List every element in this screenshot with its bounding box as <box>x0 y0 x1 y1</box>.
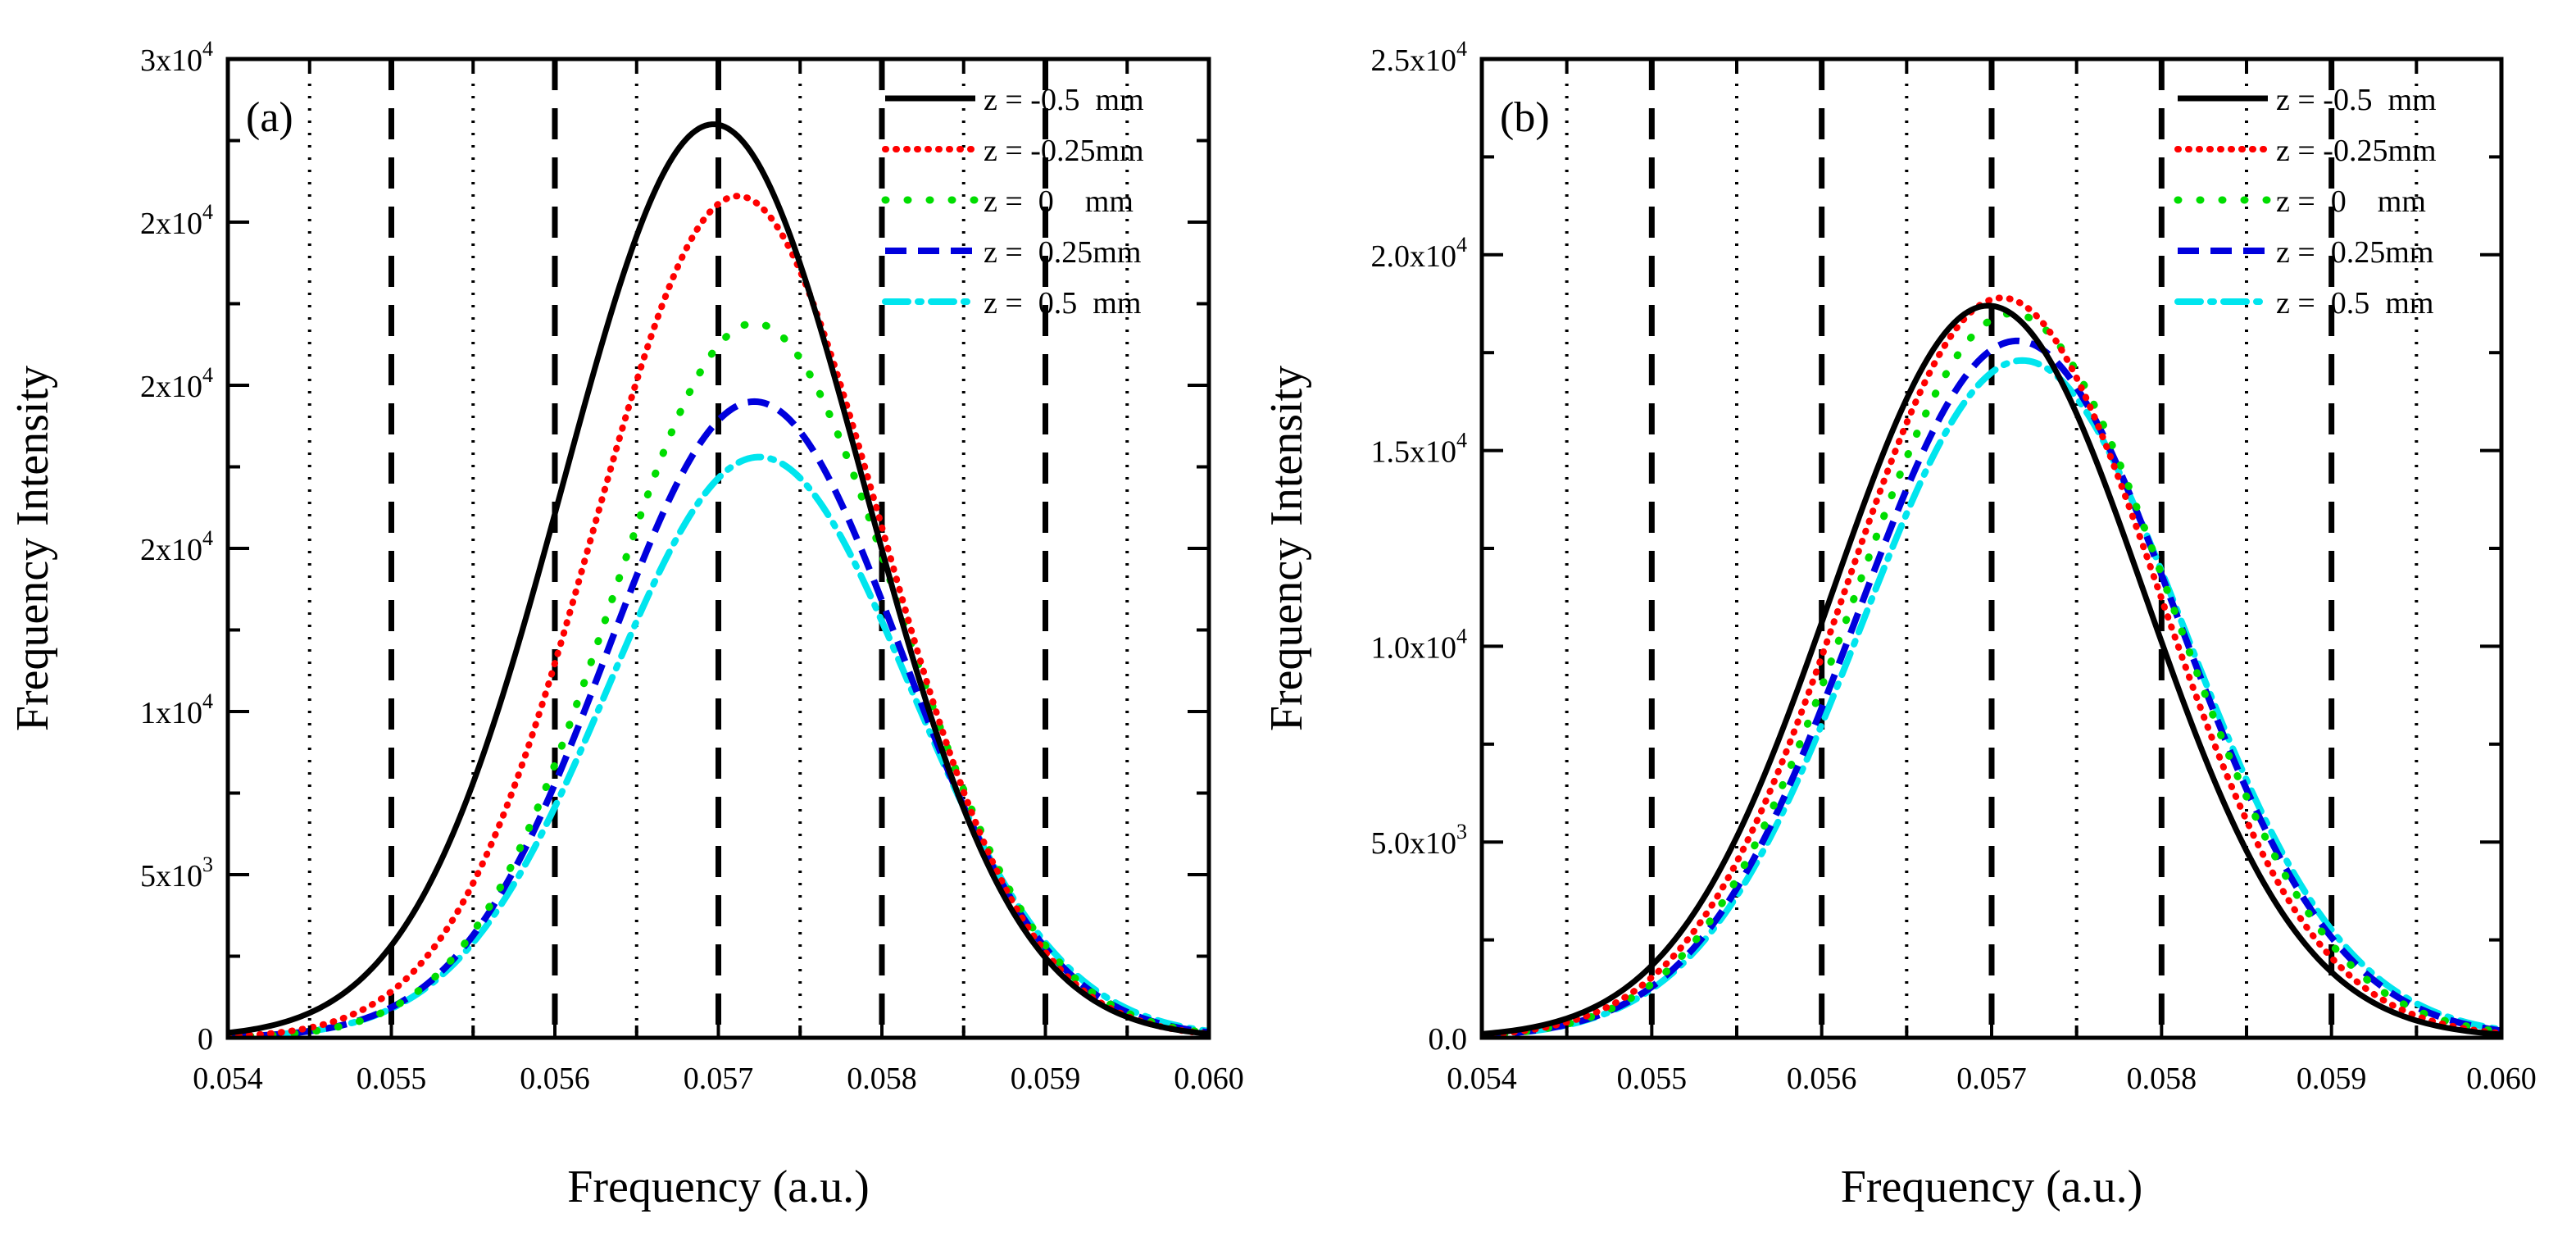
panel-a-x-tick-label: 0.057 <box>684 1062 754 1096</box>
panel-b-x-tick-label: 0.056 <box>1787 1062 1857 1096</box>
panel-b-x-tick-label: 0.058 <box>2127 1062 2197 1096</box>
panel-b-x-tick-label: 0.057 <box>1956 1062 2027 1096</box>
panel-b-y-tick-label: 2.0x104 <box>1371 233 1468 274</box>
panel-a-series-line-0 <box>228 121 1209 1037</box>
panel-a-series-line-1 <box>228 193 1209 1038</box>
panel-a-x-tick-label: 0.055 <box>357 1062 427 1096</box>
panel-a-legend-label-0: z = -0.5 mm <box>984 83 1144 117</box>
panel-b-series-line-0 <box>1482 302 2501 1038</box>
panel-a-legend-label-3: z = 0.25mm <box>984 235 1141 270</box>
panel-a-y-tick-label: 3x104 <box>140 37 213 78</box>
panel-a-legend-label-4: z = 0.5 mm <box>984 286 1141 321</box>
panel-b-legend-label-0: z = -0.5 mm <box>2276 83 2437 117</box>
panel-b-y-tick-label: 1.5x104 <box>1371 429 1468 470</box>
panel-a-y-tick-label: 0 <box>198 1022 213 1057</box>
panel-b-legend-label-4: z = 0.5 mm <box>2276 286 2433 321</box>
panel-b-x-tick-label: 0.055 <box>1617 1062 1688 1096</box>
panel-a-x-tick-label: 0.060 <box>1174 1062 1244 1096</box>
panel-a-legend-label-2: z = 0 mm <box>984 184 1134 219</box>
panel-a-y-tick-label: 1x104 <box>140 689 213 730</box>
panel-b-x-tick-label: 0.060 <box>2466 1062 2537 1096</box>
panel-b-legend-label-1: z = -0.25mm <box>2276 134 2437 168</box>
panel-b-series-line-2 <box>1482 309 2501 1038</box>
panel-b-series-line-3 <box>1482 337 2501 1038</box>
panel-a-x-axis-title: Frequency (a.u.) <box>567 1162 870 1212</box>
panel-b-x-axis-title: Frequency (a.u.) <box>1841 1162 2143 1212</box>
panel-a-chart: 0.054 0.055 0.056 0.057 0.058 0.059 0.060 0 5x10… <box>7 37 1244 1212</box>
panel-a-x-tick-label: 0.056 <box>520 1062 590 1096</box>
panel-a-x-tick-label: 0.059 <box>1011 1062 1081 1096</box>
panel-b-y-tick-label: 5.0x103 <box>1371 820 1468 861</box>
panel-b-x-tick-label: 0.054 <box>1447 1062 1517 1096</box>
panel-a-y-tick-label: 2x104 <box>140 200 213 241</box>
panel-b-x-tick-label: 0.059 <box>2297 1062 2367 1096</box>
panel-a-x-tick-label: 0.058 <box>847 1062 917 1096</box>
panel-b-panel-label: (b) <box>1500 94 1550 141</box>
panel-a-legend-label-1: z = -0.25mm <box>984 134 1144 168</box>
panel-b-series-line-4 <box>1482 357 2501 1038</box>
panel-b-y-tick-label: 1.0x104 <box>1371 624 1468 665</box>
panel-b-y-tick-label: 2.5x104 <box>1371 37 1468 78</box>
panel-b-legend-label-2: z = 0 mm <box>2276 184 2426 219</box>
panel-a-panel-label: (a) <box>246 94 293 141</box>
panel-a-y-tick-label: 2x104 <box>140 363 213 404</box>
panel-a-x-tick-label: 0.054 <box>193 1062 263 1096</box>
panel-b-legend-label-3: z = 0.25mm <box>2276 235 2433 270</box>
panel-b-y-tick-label: 0.0 <box>1429 1022 1468 1057</box>
panel-a-y-tick-label: 5x103 <box>140 853 213 894</box>
panel-a-series-line-2 <box>228 319 1209 1038</box>
panel-b-y-axis-title: Frequency Intensity <box>1261 366 1312 731</box>
panel-a-y-tick-label: 2x104 <box>140 526 213 567</box>
panel-b-chart: 0.054 0.055 0.056 0.057 0.058 0.059 0.060 0.0 5.… <box>1261 37 2537 1212</box>
panel-a-y-axis-title: Frequency Intensity <box>7 366 58 731</box>
panel-b-series-line-1 <box>1482 294 2501 1038</box>
